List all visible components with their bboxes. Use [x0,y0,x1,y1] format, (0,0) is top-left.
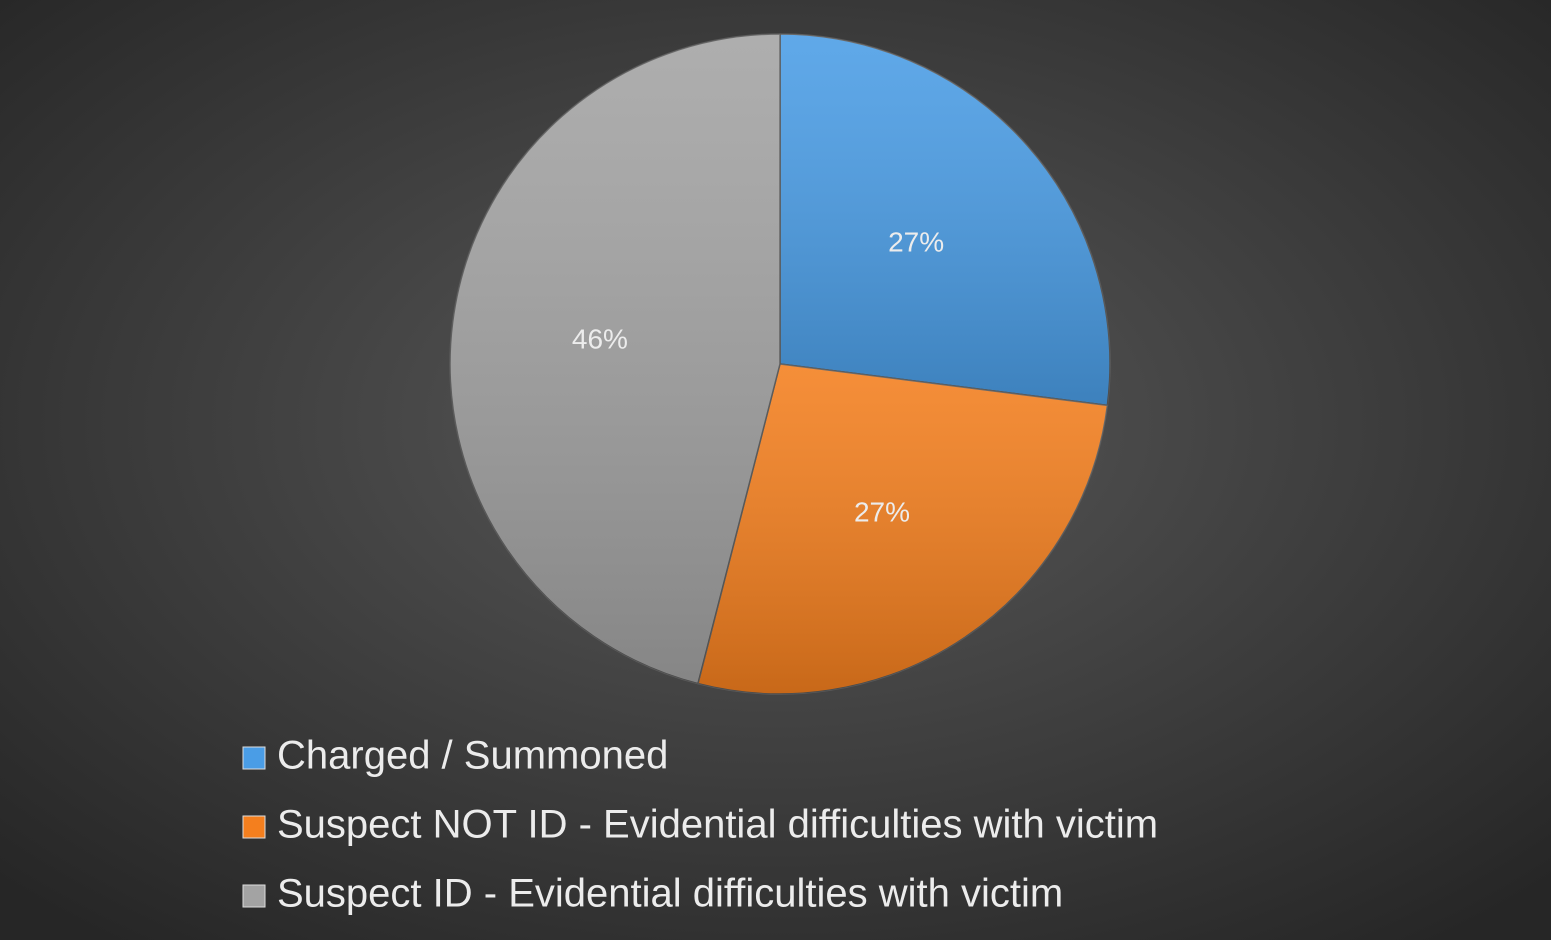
legend-swatch [242,884,266,908]
legend-swatch [242,746,266,770]
slice-shade [780,34,1110,406]
slice-shade [697,364,1108,694]
legend-swatch [242,815,266,839]
legend-label: Suspect NOT ID - Evidential difficulties… [277,803,1158,847]
slice-shade [450,34,780,684]
legend-label: Suspect ID - Evidential difficulties wit… [277,872,1063,916]
data-label: 27% [854,497,910,528]
data-label: 27% [888,226,944,257]
data-label: 46% [572,324,628,355]
legend-label: Charged / Summoned [277,734,668,778]
